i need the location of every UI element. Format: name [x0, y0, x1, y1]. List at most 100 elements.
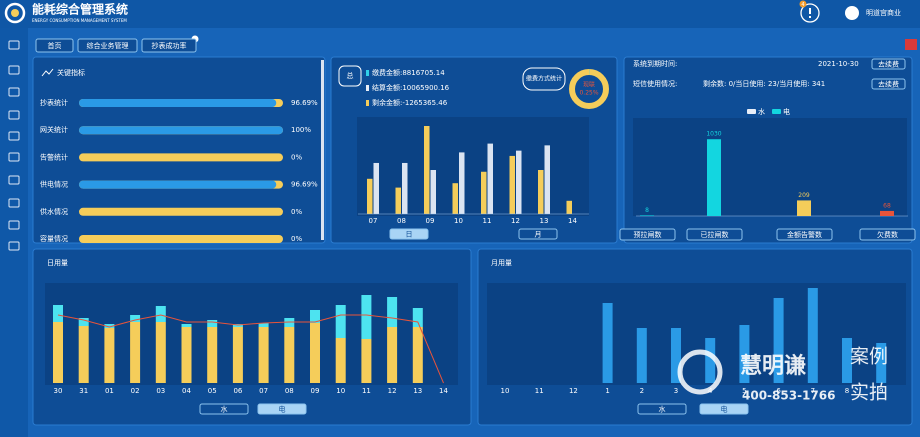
toggle-label[interactable]: 水: [221, 405, 228, 414]
watermark-phone: 400-853-1766: [742, 389, 835, 403]
x-tick-label: 10: [336, 387, 345, 395]
value-label: 68: [883, 202, 891, 209]
watermark-logo: [677, 349, 723, 395]
x-tick-label: 6: [776, 387, 781, 395]
plot-area: [357, 117, 589, 216]
toggle-label[interactable]: 月: [535, 231, 542, 239]
sidebar-icon[interactable]: [8, 65, 20, 75]
category-button[interactable]: [619, 228, 676, 241]
donut-segment: [569, 69, 609, 109]
sidebar-icon[interactable]: [8, 198, 20, 208]
renew-button[interactable]: [871, 58, 906, 70]
bar: [602, 303, 613, 383]
x-tick-label: 12: [388, 387, 397, 395]
bar: [78, 318, 89, 326]
category-button[interactable]: [776, 228, 833, 241]
x-tick-label: 01: [105, 387, 114, 395]
user-name[interactable]: 明道宫商业: [866, 8, 901, 17]
sidebar-icon[interactable]: [8, 110, 20, 120]
sidebar-icon[interactable]: [8, 175, 20, 185]
x-tick-label: 10: [501, 387, 510, 395]
total-icon-text: 总: [347, 71, 354, 80]
user-avatar[interactable]: [845, 6, 859, 20]
bar: [842, 338, 852, 383]
x-tick-label: 1: [605, 387, 609, 395]
x-tick-label: 08: [285, 387, 294, 395]
category-button-label[interactable]: 预拉闸数: [634, 230, 662, 239]
category-button[interactable]: [686, 228, 743, 241]
renew-button[interactable]: [871, 78, 906, 90]
toggle[interactable]: [637, 403, 687, 415]
sidebar-icon[interactable]: [8, 220, 20, 230]
tab-label[interactable]: 综合业务管理: [87, 41, 129, 50]
bar: [707, 139, 721, 216]
category-button[interactable]: [859, 228, 916, 241]
bar: [481, 171, 487, 214]
bar: [155, 322, 166, 383]
watermark-tag: 案例: [850, 346, 888, 368]
x-tick-label: 03: [156, 387, 165, 395]
bar: [538, 170, 544, 214]
toggle[interactable]: [389, 228, 429, 240]
category-button-label[interactable]: 金额告警数: [787, 230, 822, 239]
toggle-label[interactable]: 电: [721, 405, 728, 414]
bar: [207, 320, 218, 327]
tab[interactable]: [77, 38, 138, 53]
bar: [53, 322, 63, 383]
sidebar-icon[interactable]: [8, 241, 20, 251]
plot-area: [487, 283, 906, 385]
x-tick-label: 5: [742, 387, 746, 395]
metric-label: 抄表统计: [40, 98, 68, 107]
bar: [430, 170, 436, 214]
toggle-label[interactable]: 日: [406, 231, 413, 239]
sms-text: 剩余数: 0/当日使用: 23/当月使用: 341: [703, 79, 825, 88]
pay-method-label[interactable]: 缴费方式统计: [526, 75, 562, 83]
toggle[interactable]: [257, 403, 307, 415]
metric-value: 96.69%: [291, 99, 318, 107]
sidebar-icon[interactable]: [8, 152, 20, 162]
sidebar-icon[interactable]: [8, 87, 20, 97]
toggle[interactable]: [699, 403, 749, 415]
tab-label[interactable]: 首页: [48, 41, 62, 50]
bar: [459, 152, 465, 214]
category-button-label[interactable]: 欠费数: [877, 230, 898, 239]
plot-area: [633, 118, 907, 216]
bar: [361, 295, 372, 339]
header-bar: [0, 0, 920, 28]
x-tick-label: 05: [208, 387, 217, 395]
bar: [412, 308, 423, 327]
close-all[interactable]: [905, 39, 917, 50]
metric-track: [79, 153, 283, 162]
bar: [807, 288, 818, 383]
scrollbar[interactable]: [321, 60, 324, 240]
toggle[interactable]: [518, 228, 558, 240]
pay-method-button[interactable]: [522, 67, 566, 91]
toggle-label[interactable]: 水: [659, 405, 666, 414]
category-button-label[interactable]: 已拉闸数: [701, 230, 729, 239]
toggle-label[interactable]: 电: [279, 405, 286, 414]
sidebar-icon[interactable]: [8, 131, 20, 141]
alert-icon: [809, 16, 811, 18]
bar: [310, 323, 320, 383]
bar: [402, 162, 408, 214]
bar: [566, 200, 572, 214]
sidebar-icon[interactable]: [8, 40, 20, 50]
x-tick-label: 12: [569, 387, 578, 395]
bar: [424, 126, 430, 214]
tab[interactable]: [35, 38, 74, 53]
renew-button-label[interactable]: 去续费: [878, 80, 899, 89]
x-tick-label: 13: [413, 387, 422, 395]
bar: [387, 327, 398, 383]
tab-label[interactable]: 抄表成功率: [152, 41, 187, 50]
value-label: 8: [645, 207, 649, 214]
tab[interactable]: [141, 38, 197, 53]
x-tick-label: 11: [535, 387, 544, 395]
sidebar: [0, 28, 28, 437]
metric-label: 容量情况: [40, 234, 68, 243]
toggle[interactable]: [199, 403, 249, 415]
renew-button-label[interactable]: 去续费: [878, 60, 899, 69]
legend-swatch: [366, 70, 369, 76]
watermark-tag: 实拍: [850, 382, 888, 404]
legend-swatch: [366, 100, 369, 106]
